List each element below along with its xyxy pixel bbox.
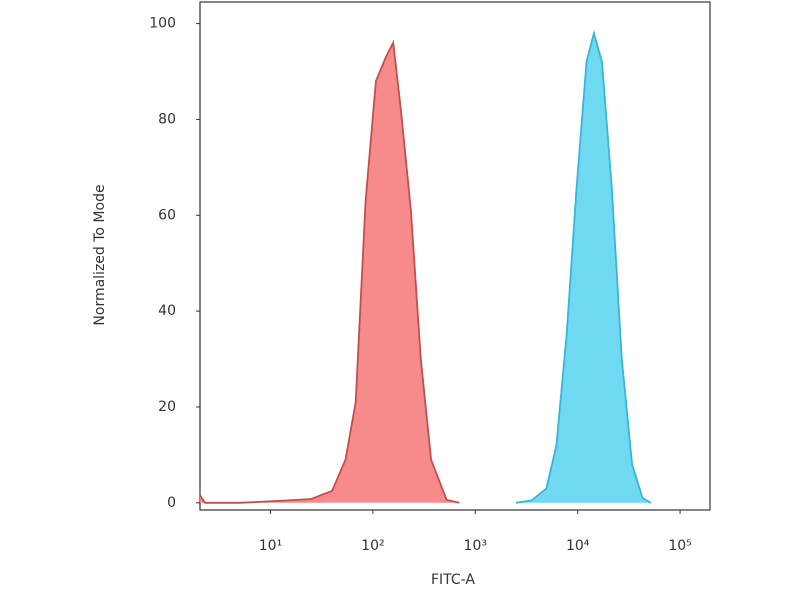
y-tick-label: 100 — [149, 16, 176, 32]
histogram-outline — [199, 39, 460, 504]
x-tick-label: 10³ — [464, 538, 487, 554]
y-tick-label: 80 — [158, 111, 176, 127]
y-tick-label: 60 — [158, 207, 176, 223]
histogram-area — [200, 42, 460, 503]
histogram-area — [516, 33, 651, 503]
x-tick-label: 10² — [361, 538, 384, 554]
x-tick-label: 10¹ — [259, 538, 282, 554]
y-axis-title: Normalized To Mode — [92, 184, 108, 325]
x-tick-label: 10⁵ — [668, 538, 691, 554]
y-tick-label: 20 — [158, 399, 176, 415]
x-tick-label: 10⁴ — [566, 538, 590, 554]
x-axis-title: FITC-A — [431, 572, 475, 588]
histogram-outline — [515, 29, 652, 504]
y-tick-label: 40 — [158, 303, 176, 319]
plot-frame — [199, 1, 711, 511]
y-tick-label: 0 — [167, 495, 176, 511]
